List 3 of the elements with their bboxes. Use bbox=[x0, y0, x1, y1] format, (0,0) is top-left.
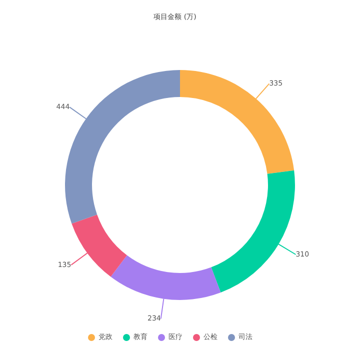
donut-slice bbox=[211, 170, 295, 293]
donut-slice bbox=[72, 214, 127, 277]
donut-slice bbox=[180, 70, 294, 174]
